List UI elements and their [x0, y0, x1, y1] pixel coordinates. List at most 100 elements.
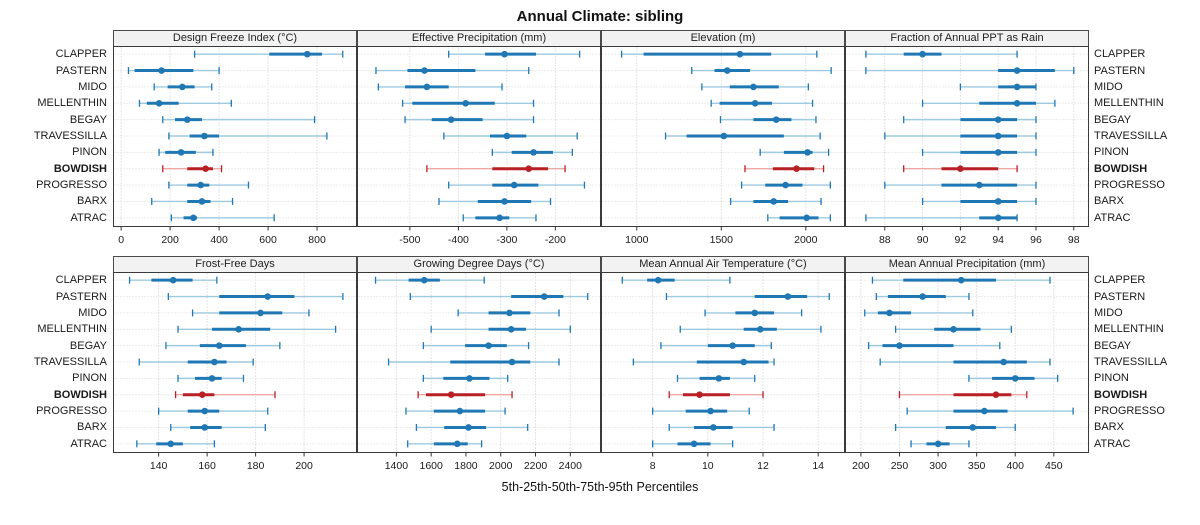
interval-mellenthin: [401, 99, 535, 107]
bottom-panel-row: CLAPPER PASTERN MIDO MELLENTHIN BEGAY TRAVESS…: [0, 256, 1200, 477]
interval-mellenthin: [710, 99, 814, 107]
interval-pastern: [665, 293, 830, 301]
interval-travessilla: [884, 132, 1037, 140]
interval-clapper: [865, 50, 1018, 58]
station-label-progresso: PROGRESSO: [36, 405, 107, 418]
station-label-clapper: CLAPPER: [1094, 48, 1146, 61]
x-tick-label: 300: [929, 460, 947, 472]
interval-clapper: [374, 276, 485, 284]
interval-atrac: [865, 214, 1018, 222]
interval-atrac: [136, 440, 216, 448]
interval-barx: [151, 197, 234, 205]
x-tick-label: 600: [259, 234, 277, 246]
interval-begay: [660, 342, 772, 350]
interval-begay: [162, 116, 316, 124]
interval-pinon: [921, 148, 1037, 156]
station-label-travessilla: TRAVESSILLA: [33, 130, 107, 142]
interval-pastern: [127, 67, 220, 75]
interval-begay: [903, 116, 1037, 124]
x-tick-label: 140: [150, 460, 168, 472]
station-label-progresso: PROGRESSO: [1094, 179, 1165, 192]
station-label-atrac: ATRAC: [1094, 211, 1131, 224]
x-tick-label: -300: [496, 234, 517, 246]
x-tick-label: 98: [1068, 234, 1080, 246]
interval-clapper: [621, 276, 731, 284]
station-labels-left-bottom: CLAPPER PASTERN MIDO MELLENTHIN BEGAY TRAVESS…: [0, 256, 113, 477]
panel-growing-degree-days: Growing Degree Days (°C) 1400 1600 1800 200…: [357, 256, 601, 477]
x-tick-label: -200: [545, 234, 566, 246]
interval-pinon: [177, 374, 245, 382]
panel-plot: 200 250 300 350 400 450: [845, 272, 1089, 472]
station-label-atrac: ATRAC: [70, 211, 107, 224]
x-tick-label: 350: [968, 460, 986, 472]
panel-plot: 1000 1500 2000: [601, 46, 845, 246]
interval-progresso: [157, 407, 269, 415]
figure-title: Annual Climate: sibling: [516, 8, 684, 25]
station-label-travessilla: TRAVESSILLA: [33, 356, 107, 368]
interval-mellenthin: [679, 325, 822, 333]
interval-bowdish: [903, 165, 1018, 173]
station-label-mellenthin: MELLENTHIN: [1094, 97, 1164, 110]
station-label-bowdish: BOWDISH: [53, 388, 107, 401]
interval-begay: [422, 342, 530, 350]
interval-atrac: [462, 214, 537, 222]
interval-barx: [170, 423, 266, 431]
station-label-progresso: PROGRESSO: [36, 179, 107, 192]
x-tick-label: 1800: [454, 460, 478, 472]
interval-travessilla: [632, 358, 775, 366]
interval-bowdish: [898, 391, 1028, 399]
interval-bowdish: [426, 165, 566, 173]
x-tick-label: 800: [308, 234, 326, 246]
station-label-barx: BARX: [77, 421, 107, 434]
station-label-bowdish: BOWDISH: [1094, 388, 1148, 401]
x-tick-label: 90: [917, 234, 929, 246]
panel-elevation: Elevation (m) 1000 1500 2000: [601, 30, 845, 251]
interval-clapper: [193, 50, 344, 58]
percentile-legend: 5th-25th-50th-75th-95th Percentiles: [501, 480, 699, 494]
interval-begay: [165, 342, 281, 350]
panel-title: Frost-Free Days: [113, 256, 357, 272]
interval-atrac: [407, 440, 483, 448]
x-tick-label: 1500: [710, 234, 734, 246]
interval-pinon: [968, 374, 1059, 382]
x-tick-label: 92: [955, 234, 967, 246]
panel-plot: 8 10 12 14: [601, 272, 845, 472]
x-tick-label: 0: [118, 234, 124, 246]
x-tick-label: 96: [1030, 234, 1042, 246]
interval-atrac: [170, 214, 275, 222]
interval-mellenthin: [177, 325, 337, 333]
station-label-bowdish: BOWDISH: [1094, 162, 1148, 175]
panel-title: Mean Annual Air Temperature (°C): [601, 256, 845, 272]
interval-clapper: [620, 50, 818, 58]
interval-mido: [704, 309, 803, 317]
interval-travessilla: [168, 132, 328, 140]
station-label-mido: MIDO: [1094, 306, 1123, 319]
station-label-clapper: CLAPPER: [1094, 274, 1146, 287]
interval-bowdish: [744, 165, 825, 173]
station-label-pinon: PINON: [72, 372, 107, 385]
x-tick-label: 200: [852, 460, 870, 472]
interval-pastern: [691, 67, 832, 75]
interval-barx: [415, 423, 529, 431]
interval-mellenthin: [138, 99, 232, 107]
station-label-barx: BARX: [1094, 195, 1124, 208]
x-tick-label: 1400: [385, 460, 409, 472]
station-label-mido: MIDO: [78, 80, 107, 93]
panel-title: Elevation (m): [601, 30, 845, 46]
interval-travessilla: [664, 132, 821, 140]
panel-title: Design Freeze Index (°C): [113, 30, 357, 46]
station-labels-left-top: CLAPPER PASTERN MIDO MELLENTHIN BEGAY TRAVESS…: [0, 30, 113, 251]
x-tick-label: 450: [1045, 460, 1063, 472]
top-panel-row: CLAPPER PASTERN MIDO MELLENTHIN BEGAY TRAVESS…: [0, 30, 1200, 251]
interval-barx: [921, 197, 1037, 205]
station-label-mido: MIDO: [1094, 80, 1123, 93]
panel-title: Fraction of Annual PPT as Rain: [845, 30, 1089, 46]
x-tick-label: 2000: [489, 460, 513, 472]
interval-progresso: [884, 181, 1037, 189]
station-label-barx: BARX: [1094, 421, 1124, 434]
x-tick-label: 8: [650, 460, 656, 472]
interval-clapper: [871, 276, 1051, 284]
interval-clapper: [448, 50, 581, 58]
interval-mido: [191, 309, 310, 317]
station-label-pastern: PASTERN: [1094, 64, 1146, 77]
